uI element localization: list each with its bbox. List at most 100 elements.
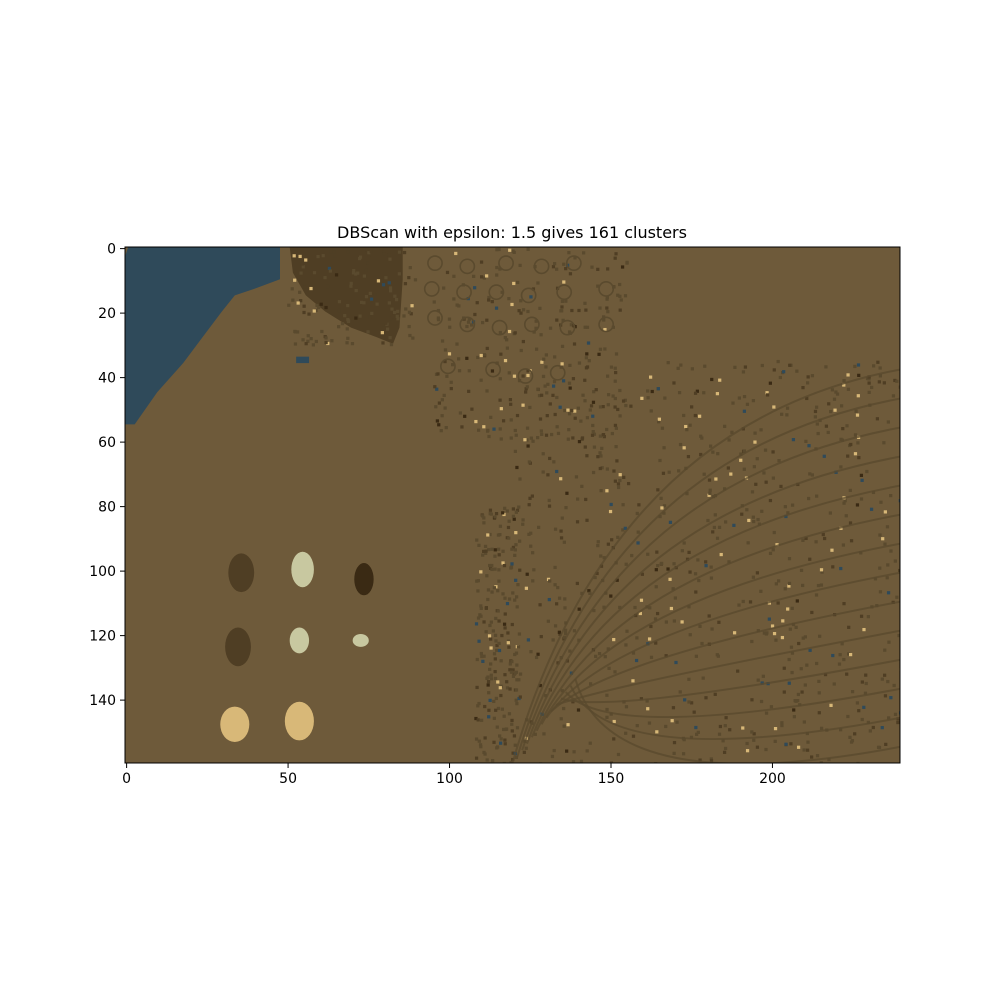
texture-speckle xyxy=(878,366,882,370)
texture-speckle xyxy=(802,748,806,752)
texture-speckle xyxy=(515,605,519,609)
texture-speckle xyxy=(586,341,591,345)
texture-speckle xyxy=(559,717,563,721)
texture-speckle xyxy=(675,720,679,724)
texture-speckle xyxy=(312,271,317,275)
texture-speckle xyxy=(802,720,806,724)
texture-speckle xyxy=(715,536,720,540)
texture-speckle xyxy=(759,589,763,593)
texture-speckle xyxy=(467,369,471,373)
texture-speckle xyxy=(868,729,872,733)
texture-speckle xyxy=(503,626,507,630)
texture-speckle xyxy=(741,599,745,604)
texture-speckle xyxy=(664,654,668,658)
texture-speckle xyxy=(806,381,810,385)
texture-speckle xyxy=(508,668,512,672)
texture-speckle xyxy=(568,272,573,276)
texture-speckle xyxy=(540,393,544,397)
texture-speckle xyxy=(615,459,619,463)
texture-speckle xyxy=(460,425,464,429)
texture-speckle xyxy=(538,683,542,688)
texture-speckle xyxy=(303,285,307,289)
texture-speckle xyxy=(777,459,781,463)
texture-speckle xyxy=(841,427,845,431)
texture-speckle xyxy=(481,659,485,663)
texture-speckle xyxy=(515,702,519,706)
texture-speckle xyxy=(354,316,358,320)
texture-speckle xyxy=(712,525,717,530)
texture-speckle xyxy=(494,696,498,701)
texture-speckle xyxy=(553,565,557,570)
texture-speckle xyxy=(787,581,792,586)
texture-speckle xyxy=(558,405,562,409)
texture-speckle xyxy=(855,701,860,705)
texture-speckle xyxy=(850,739,855,743)
texture-speckle xyxy=(819,583,824,587)
texture-ring xyxy=(459,258,476,275)
texture-speckle xyxy=(505,509,509,513)
texture-speckle xyxy=(748,600,753,604)
texture-speckle xyxy=(878,590,883,594)
texture-speckle xyxy=(517,505,521,509)
texture-speckle xyxy=(317,305,321,310)
texture-speckle xyxy=(571,377,576,381)
texture-speckle xyxy=(846,454,850,458)
texture-speckle xyxy=(603,655,607,659)
texture-speckle xyxy=(485,574,489,578)
texture-speckle xyxy=(849,442,853,447)
texture-speckle xyxy=(536,436,540,440)
texture-speckle xyxy=(839,404,844,408)
texture-speckle xyxy=(808,472,812,476)
texture-speckle xyxy=(500,290,504,294)
texture-speckle xyxy=(760,363,764,368)
texture-speckle xyxy=(878,566,882,570)
texture-speckle xyxy=(498,741,503,745)
texture-speckle xyxy=(319,302,323,306)
texture-speckle xyxy=(566,408,570,412)
texture-speckle xyxy=(838,653,842,657)
texture-speckle xyxy=(481,320,485,325)
texture-speckle xyxy=(509,566,513,570)
texture-speckle xyxy=(387,301,391,305)
texture-speckle xyxy=(857,456,861,460)
cluster-region-9 xyxy=(284,701,314,741)
texture-speckle xyxy=(672,740,677,745)
texture-speckle xyxy=(489,637,493,641)
texture-speckle xyxy=(481,553,485,557)
texture-speckle xyxy=(756,629,760,633)
texture-speckle xyxy=(351,271,356,275)
texture-speckle xyxy=(497,547,501,551)
texture-speckle xyxy=(771,548,775,552)
texture-speckle xyxy=(526,369,530,373)
texture-speckle xyxy=(768,498,773,503)
texture-speckle xyxy=(646,707,650,711)
texture-speckle xyxy=(672,751,676,755)
texture-speckle xyxy=(656,387,660,391)
x-tick-label: 150 xyxy=(598,771,625,787)
texture-speckle xyxy=(382,249,386,253)
texture-speckle xyxy=(524,390,528,394)
texture-speckle xyxy=(842,378,846,383)
texture-speckle xyxy=(500,707,504,711)
y-tick-label: 80 xyxy=(98,500,116,516)
texture-speckle xyxy=(783,587,787,591)
texture-speckle xyxy=(518,539,522,543)
texture-speckle xyxy=(473,312,477,317)
texture-speckle xyxy=(316,254,320,259)
texture-speckle xyxy=(772,368,776,372)
texture-speckle xyxy=(489,620,493,624)
texture-speckle xyxy=(636,541,640,545)
texture-speckle xyxy=(524,586,529,590)
texture-speckle xyxy=(388,286,393,290)
texture-speckle xyxy=(703,364,707,368)
texture-ring xyxy=(598,281,615,297)
texture-speckle xyxy=(723,424,727,428)
texture-speckle xyxy=(449,386,453,391)
texture-speckle xyxy=(490,567,494,572)
texture-speckle xyxy=(451,363,455,367)
texture-speckle xyxy=(878,533,882,537)
texture-speckle xyxy=(555,318,559,322)
texture-speckle xyxy=(817,711,821,715)
texture-speckle xyxy=(597,652,602,656)
